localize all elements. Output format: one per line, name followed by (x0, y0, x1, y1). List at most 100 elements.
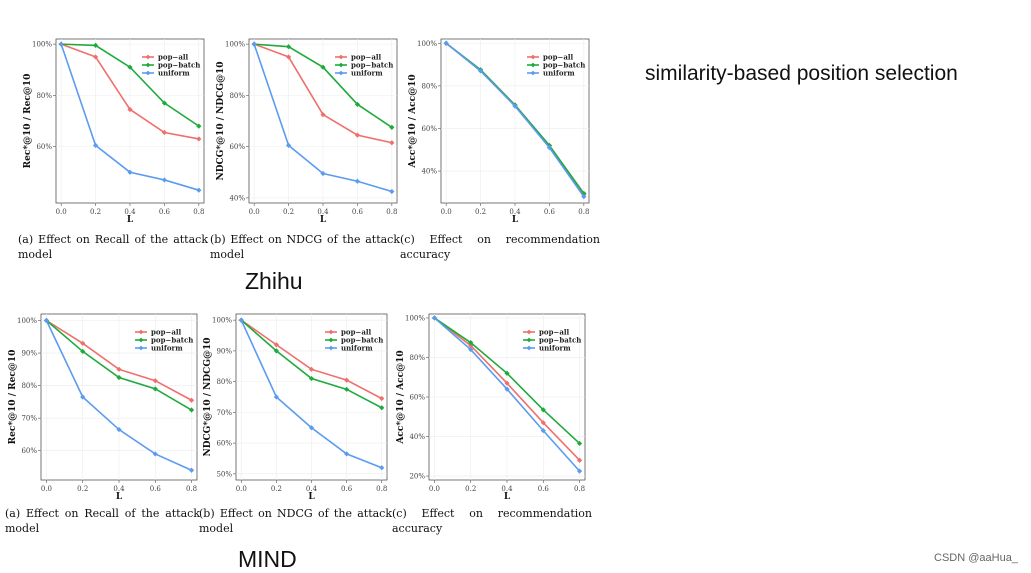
data-point (354, 132, 361, 138)
y-tick-label: 60% (36, 143, 52, 151)
x-tick-label: 0.4 (306, 485, 318, 493)
data-point (320, 170, 326, 177)
y-tick-label: 60% (421, 125, 437, 133)
y-tick-label: 80% (36, 92, 52, 100)
legend-label: pop−all (151, 328, 182, 337)
x-tick-label: 0.2 (465, 485, 476, 493)
data-point (238, 317, 244, 323)
y-tick-label: 80% (21, 382, 37, 390)
caption-zhihu-b: (b) Effect on NDCG of the attack model (210, 233, 400, 261)
data-point (308, 375, 315, 382)
data-point (389, 188, 395, 195)
chart-svg: 0.0 0.2 0.4 0.6 0.8 20% 40% 60% 80% 100% L Acc*@10 … (396, 313, 586, 502)
legend-label: uniform (158, 69, 190, 78)
data-point (196, 136, 202, 142)
legend-label: pop−all (341, 328, 372, 337)
x-tick-label: 0.0 (236, 485, 247, 493)
legend-label: uniform (341, 344, 373, 353)
x-tick-label: 0.2 (77, 485, 88, 493)
x-tick-label: 0.0 (56, 208, 67, 216)
legend-label: uniform (539, 344, 571, 353)
data-point (116, 426, 122, 433)
legend-marker (530, 54, 536, 60)
data-point (389, 124, 395, 131)
x-tick-label: 0.8 (386, 208, 397, 216)
legend-marker (530, 62, 536, 68)
chart-mind-recall: 0.0 0.2 0.4 0.6 0.8 60% 70% 80% 90% 100% L Rec*@10 … (5, 310, 205, 502)
y-tick-label: 50% (216, 470, 232, 478)
y-axis-title: Acc*@10 / Acc@10 (396, 350, 406, 444)
caption-mind-a: (a) Effect on Recall of the attack model (5, 507, 200, 535)
x-tick-label: 0.0 (429, 485, 440, 493)
y-tick-label: 90% (21, 350, 37, 358)
data-point (504, 386, 510, 392)
y-tick-label: 60% (21, 447, 37, 455)
x-tick-label: 0.0 (249, 208, 260, 216)
x-tick-label: 0.2 (271, 485, 282, 493)
x-tick-label: 0.8 (193, 208, 204, 216)
chart-svg: 0.0 0.2 0.4 0.6 0.8 50% 60% 70% 80% 90% 100% L NDCG*… (203, 313, 388, 502)
data-point (196, 123, 202, 129)
chart-mind-ndcg: 0.0 0.2 0.4 0.6 0.8 50% 60% 70% 80% 90% 100% L NDCG*… (200, 310, 395, 502)
y-tick-label: 100% (17, 317, 37, 325)
legend-label: uniform (351, 69, 383, 78)
legend-label: pop−batch (543, 61, 585, 70)
x-axis-title: L (320, 215, 327, 225)
y-axis-title: Acc*@10 / Acc@10 (408, 74, 418, 168)
chart-mind-accuracy: 0.0 0.2 0.4 0.6 0.8 20% 40% 60% 80% 100% L Acc*@10 … (393, 310, 593, 502)
data-point (161, 129, 168, 136)
data-point (92, 142, 99, 148)
x-axis-title: L (127, 215, 134, 225)
x-axis-title: L (512, 215, 519, 225)
y-tick-label: 80% (421, 82, 437, 90)
y-tick-label: 60% (229, 143, 245, 151)
x-tick-label: 0.4 (113, 485, 125, 493)
data-point (92, 42, 99, 49)
data-point (344, 386, 350, 392)
legend-label: pop−all (158, 53, 189, 62)
data-point (354, 101, 361, 107)
y-axis-title: NDCG*@10 / NDCG@10 (203, 337, 213, 456)
caption-mind-c: (c) Effect on recommendation accuracy (392, 507, 592, 535)
x-axis-title: L (116, 492, 123, 502)
caption-zhihu-a: (a) Effect on Recall of the attack model (18, 233, 208, 261)
data-point (581, 190, 587, 197)
x-tick-label: 0.6 (341, 485, 353, 493)
legend-label: pop−batch (539, 336, 581, 345)
y-tick-label: 20% (409, 473, 425, 481)
legend-marker (526, 345, 532, 351)
y-axis-title: NDCG*@10 / NDCG@10 (216, 61, 226, 180)
dataset-title-mind: MIND (238, 546, 297, 572)
x-tick-label: 0.0 (41, 485, 52, 493)
data-point (161, 100, 168, 106)
data-point (196, 187, 202, 193)
x-tick-label: 0.2 (475, 208, 486, 216)
y-tick-label: 40% (409, 433, 425, 441)
y-tick-label: 60% (409, 394, 425, 402)
x-tick-label: 0.0 (441, 208, 452, 216)
watermark: CSDN @aaHua_ (934, 552, 1018, 564)
y-tick-label: 80% (229, 92, 245, 100)
legend-label: pop−batch (151, 336, 193, 345)
data-point (504, 370, 510, 376)
data-point (188, 467, 195, 473)
chart-svg: 0.0 0.2 0.4 0.6 0.8 60% 80% 100% L Rec*@10 / Rec@… (23, 38, 204, 225)
x-tick-label: 0.8 (578, 208, 589, 216)
legend-label: pop−batch (158, 61, 200, 70)
chart-svg: 0.0 0.2 0.4 0.6 0.8 60% 70% 80% 90% 100% L Rec*@10 … (8, 313, 198, 502)
x-tick-label: 0.4 (317, 208, 329, 216)
legend-marker (145, 62, 151, 68)
chart-zhihu-accuracy: 0.0 0.2 0.4 0.6 0.8 40% 60% 80% 100% L Acc*@10 / A… (405, 35, 597, 225)
data-point (58, 41, 64, 47)
x-tick-label: 0.4 (509, 208, 521, 216)
data-point (512, 103, 518, 109)
x-tick-label: 0.6 (150, 485, 162, 493)
data-point (308, 366, 315, 372)
data-point (161, 177, 168, 183)
data-point (504, 380, 510, 386)
x-axis-title: L (308, 492, 315, 502)
y-tick-label: 40% (421, 168, 437, 176)
chart-svg: 0.0 0.2 0.4 0.6 0.8 40% 60% 80% 100% L NDCG*@10 / … (216, 38, 397, 225)
y-tick-label: 100% (405, 314, 425, 322)
chart-svg: 0.0 0.2 0.4 0.6 0.8 40% 60% 80% 100% L Acc*@10 / A… (408, 38, 589, 225)
